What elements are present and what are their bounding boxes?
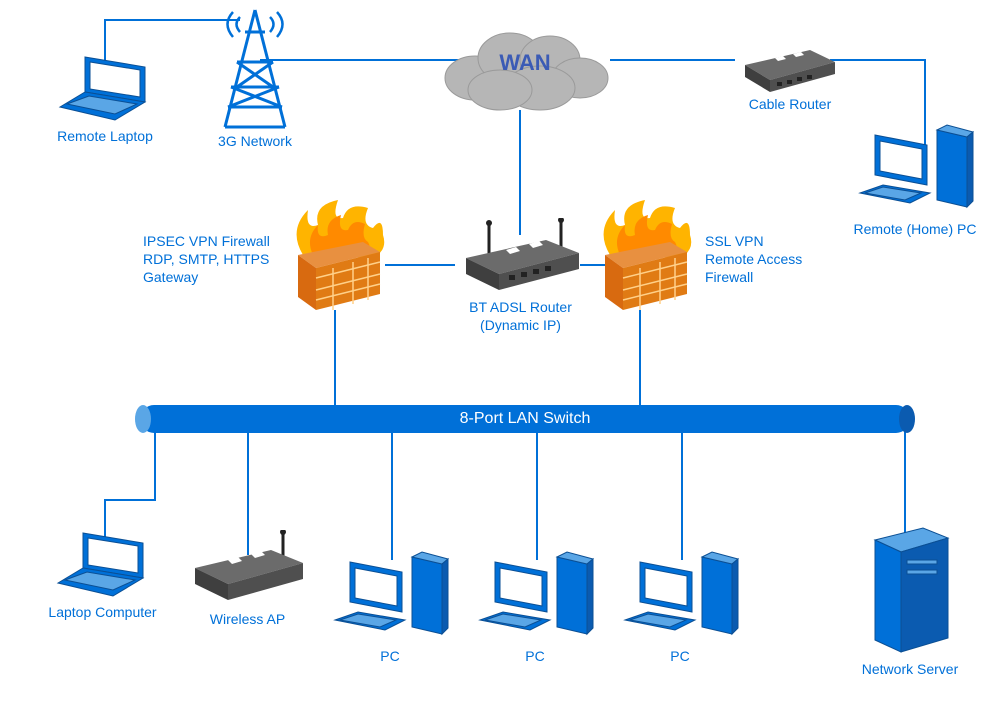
pc-1-label: PC [325,647,455,665]
adsl-router-label: BT ADSL Router (Dynamic IP) [448,298,593,334]
remote-laptop-label: Remote Laptop [45,127,165,145]
pc-icon [330,542,450,647]
pc-2: PC [470,542,600,665]
pc-3: PC [615,542,745,665]
network-server-label: Network Server [845,660,975,678]
cable-router: Cable Router [725,40,855,113]
remote-pc-label: Remote (Home) PC [840,220,990,238]
pc-icon [855,115,975,220]
firewall-icon [590,200,700,315]
wireless-ap: Wireless AP [180,530,315,628]
pc-icon [475,542,595,647]
cable-router-label: Cable Router [725,95,855,113]
lan-switch: 8-Port LAN Switch [140,405,910,433]
firewall-icon [283,200,393,315]
pc-1: PC [325,542,455,665]
laptop-computer-label: Laptop Computer [35,603,170,621]
wireless-router-icon [451,218,591,298]
laptop-icon [55,52,155,127]
firewall-ipsec [283,200,393,315]
firewall-ssl [590,200,700,315]
firewall-ipsec-label: IPSEC VPN Firewall RDP, SMTP, HTTPS Gate… [143,232,288,287]
laptop-icon [53,528,153,603]
pc-icon [620,542,740,647]
remote-pc: Remote (Home) PC [840,115,990,238]
network-server: Network Server [845,520,975,678]
firewall-ssl-label: SSL VPN Remote Access Firewall [705,232,835,287]
access-point-icon [183,530,313,610]
pc-2-label: PC [470,647,600,665]
lan-switch-label: 8-Port LAN Switch [460,410,591,428]
tower-icon [205,2,305,132]
server-icon [863,520,958,660]
3g-tower-label: 3G Network [195,132,315,150]
wireless-ap-label: Wireless AP [180,610,315,628]
laptop-computer: Laptop Computer [35,528,170,621]
pc-3-label: PC [615,647,745,665]
router-icon [735,40,845,95]
wan-label: WAN [430,50,620,76]
remote-laptop: Remote Laptop [45,52,165,145]
3g-tower: 3G Network [195,2,315,150]
wan-cloud: WAN [430,18,620,118]
adsl-router: BT ADSL Router (Dynamic IP) [448,218,593,334]
